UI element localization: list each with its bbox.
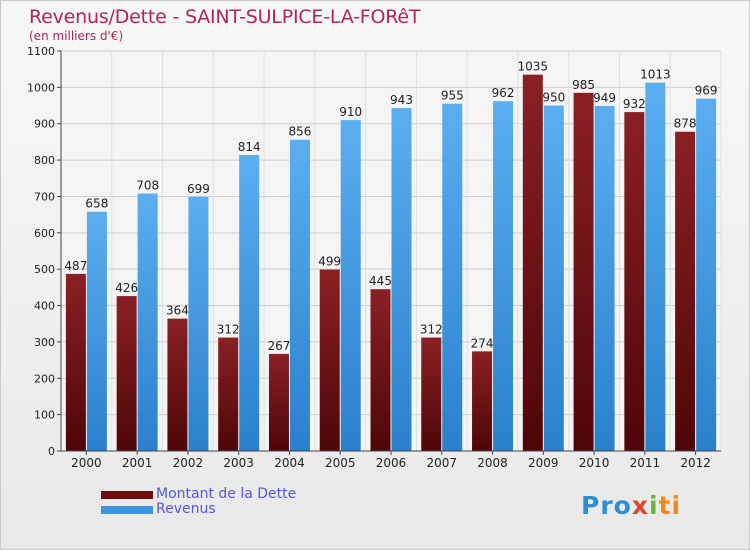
bar-debt xyxy=(319,269,340,451)
bar-debt xyxy=(218,337,239,451)
bar-revenue xyxy=(645,82,666,452)
y-tick-label: 300 xyxy=(34,336,55,349)
bar-revenue xyxy=(188,196,209,451)
x-tick-label: 2001 xyxy=(122,456,153,470)
data-label-revenue: 962 xyxy=(492,86,515,100)
data-label-debt: 312 xyxy=(420,323,443,337)
x-tick-label: 2010 xyxy=(579,456,610,470)
x-tick-label: 2002 xyxy=(173,456,204,470)
x-tick-label: 2003 xyxy=(223,456,254,470)
y-tick-label: 600 xyxy=(34,227,55,240)
data-label-revenue: 950 xyxy=(542,91,565,105)
x-tick-label: 2004 xyxy=(274,456,305,470)
data-label-revenue: 856 xyxy=(289,125,312,139)
data-label-revenue: 943 xyxy=(390,93,413,107)
chart-subtitle: (en milliers d'€) xyxy=(29,29,124,43)
bar-revenue xyxy=(340,120,361,451)
bar-debt xyxy=(370,289,391,451)
bar-revenue xyxy=(594,105,615,451)
y-tick-label: 700 xyxy=(34,190,55,203)
x-tick-label: 2007 xyxy=(426,456,457,470)
chart-title: Revenus/Dette - SAINT-SULPICE-LA-FORêT xyxy=(29,6,421,28)
y-tick-label: 1100 xyxy=(27,45,55,58)
y-tick-label: 1000 xyxy=(27,81,55,94)
bar-debt xyxy=(421,337,442,451)
y-tick-label: 500 xyxy=(34,263,55,276)
bar-debt xyxy=(472,351,493,451)
bar-revenue xyxy=(696,98,717,452)
data-label-debt: 426 xyxy=(115,281,138,295)
bar-revenue xyxy=(442,103,463,452)
legend-swatch-debt xyxy=(101,491,153,499)
data-label-debt: 985 xyxy=(572,78,595,92)
y-tick-label: 400 xyxy=(34,300,55,313)
data-label-debt: 274 xyxy=(471,336,494,350)
x-tick-label: 2009 xyxy=(528,456,559,470)
data-label-revenue: 969 xyxy=(695,84,718,98)
bar-revenue xyxy=(137,193,158,451)
bar-revenue xyxy=(543,105,564,451)
bar-revenue xyxy=(493,101,514,451)
y-tick-label: 100 xyxy=(34,409,55,422)
x-tick-label: 2011 xyxy=(630,456,661,470)
bar-debt xyxy=(167,318,188,451)
x-tick-label: 2005 xyxy=(325,456,356,470)
bar-revenue xyxy=(239,155,260,451)
bar-debt xyxy=(522,74,543,452)
x-tick-label: 2008 xyxy=(477,456,508,470)
data-label-revenue: 955 xyxy=(441,89,464,103)
y-tick-label: 0 xyxy=(48,445,55,458)
y-tick-label: 800 xyxy=(34,154,55,167)
data-label-debt: 267 xyxy=(268,339,291,353)
data-label-debt: 499 xyxy=(318,255,341,269)
data-label-revenue: 910 xyxy=(339,105,362,119)
data-label-debt: 932 xyxy=(623,97,646,111)
x-tick-label: 2012 xyxy=(680,456,711,470)
legend-swatch-revenue xyxy=(101,506,153,514)
data-label-revenue: 949 xyxy=(593,91,616,105)
bar-debt xyxy=(573,92,594,452)
x-tick-label: 2006 xyxy=(376,456,407,470)
bar-debt xyxy=(116,296,137,451)
bar-debt xyxy=(65,273,86,451)
y-tick-label: 200 xyxy=(34,372,55,385)
bar-revenue xyxy=(289,139,310,451)
x-tick-label: 2000 xyxy=(71,456,102,470)
bar-debt xyxy=(624,112,645,451)
data-label-revenue: 708 xyxy=(136,179,159,193)
legend-label-revenue: Revenus xyxy=(156,501,216,517)
data-label-revenue: 658 xyxy=(85,197,108,211)
data-label-revenue: 1013 xyxy=(640,68,671,82)
bar-debt xyxy=(675,131,696,451)
data-label-debt: 312 xyxy=(217,323,240,337)
data-label-debt: 487 xyxy=(64,259,87,273)
data-label-debt: 878 xyxy=(674,117,697,131)
bar-revenue xyxy=(391,108,412,451)
data-label-revenue: 814 xyxy=(238,140,261,154)
data-label-debt: 445 xyxy=(369,274,392,288)
bar-debt xyxy=(268,353,289,451)
y-tick-label: 900 xyxy=(34,118,55,131)
data-label-debt: 1035 xyxy=(518,60,549,74)
bar-revenue xyxy=(86,211,107,451)
legend-label-debt: Montant de la Dette xyxy=(156,486,297,502)
data-label-debt: 364 xyxy=(166,304,189,318)
proxiti-logo: Proxiti xyxy=(581,491,682,520)
data-label-revenue: 699 xyxy=(187,182,210,196)
